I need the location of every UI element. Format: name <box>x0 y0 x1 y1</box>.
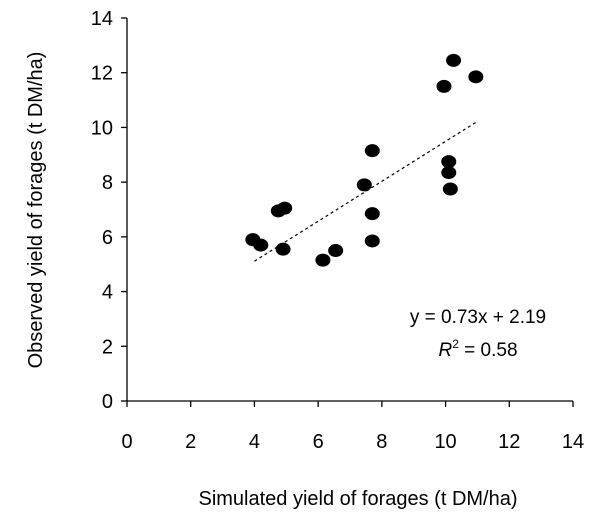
y-tick-label: 10 <box>91 117 113 139</box>
y-tick-label: 4 <box>102 282 113 304</box>
data-point <box>446 53 462 67</box>
y-tick-label: 0 <box>102 391 113 413</box>
r2-symbol: R <box>438 340 452 361</box>
data-point <box>364 144 380 158</box>
x-tick-label: 10 <box>434 431 456 453</box>
data-point <box>364 207 380 221</box>
data-point <box>364 234 380 248</box>
x-tick-label: 2 <box>185 431 196 453</box>
data-point <box>356 178 372 192</box>
y-axis-title: Observed yield of forages (t DM/ha) <box>25 52 47 369</box>
data-point <box>441 155 457 169</box>
data-point <box>468 70 484 84</box>
x-axis: 0 2 4 6 8 10 12 14 <box>121 400 584 453</box>
y-axis: 0 2 4 6 8 10 12 14 <box>91 8 128 413</box>
y-tick-label: 2 <box>102 336 113 358</box>
data-point <box>275 242 291 256</box>
data-point <box>277 201 293 215</box>
x-tick-label: 14 <box>562 431 584 453</box>
r2-value: = 0.58 <box>459 340 518 361</box>
r2-exponent: 2 <box>452 337 459 351</box>
x-tick-label: 4 <box>249 431 260 453</box>
y-tick-label: 6 <box>102 227 113 249</box>
y-tick-label: 8 <box>102 172 113 194</box>
data-point <box>328 244 344 258</box>
trendline <box>254 121 477 262</box>
trendline-path <box>254 121 477 262</box>
data-points <box>245 53 484 267</box>
y-tick-label: 14 <box>91 8 113 30</box>
x-tick-label: 6 <box>313 431 324 453</box>
x-tick-label: 0 <box>121 431 132 453</box>
regression-equation: y = 0.73x + 2.19 <box>410 307 546 328</box>
data-point <box>441 166 457 180</box>
y-tick-label: 12 <box>91 63 113 85</box>
x-axis-title: Simulated yield of forages (t DM/ha) <box>198 488 517 510</box>
data-point <box>436 79 452 93</box>
r-squared-label: R2 = 0.58 <box>438 337 517 361</box>
data-point <box>253 238 269 252</box>
x-tick-label: 8 <box>376 431 387 453</box>
data-point <box>442 182 458 196</box>
data-point <box>315 253 331 267</box>
x-tick-label: 12 <box>498 431 520 453</box>
